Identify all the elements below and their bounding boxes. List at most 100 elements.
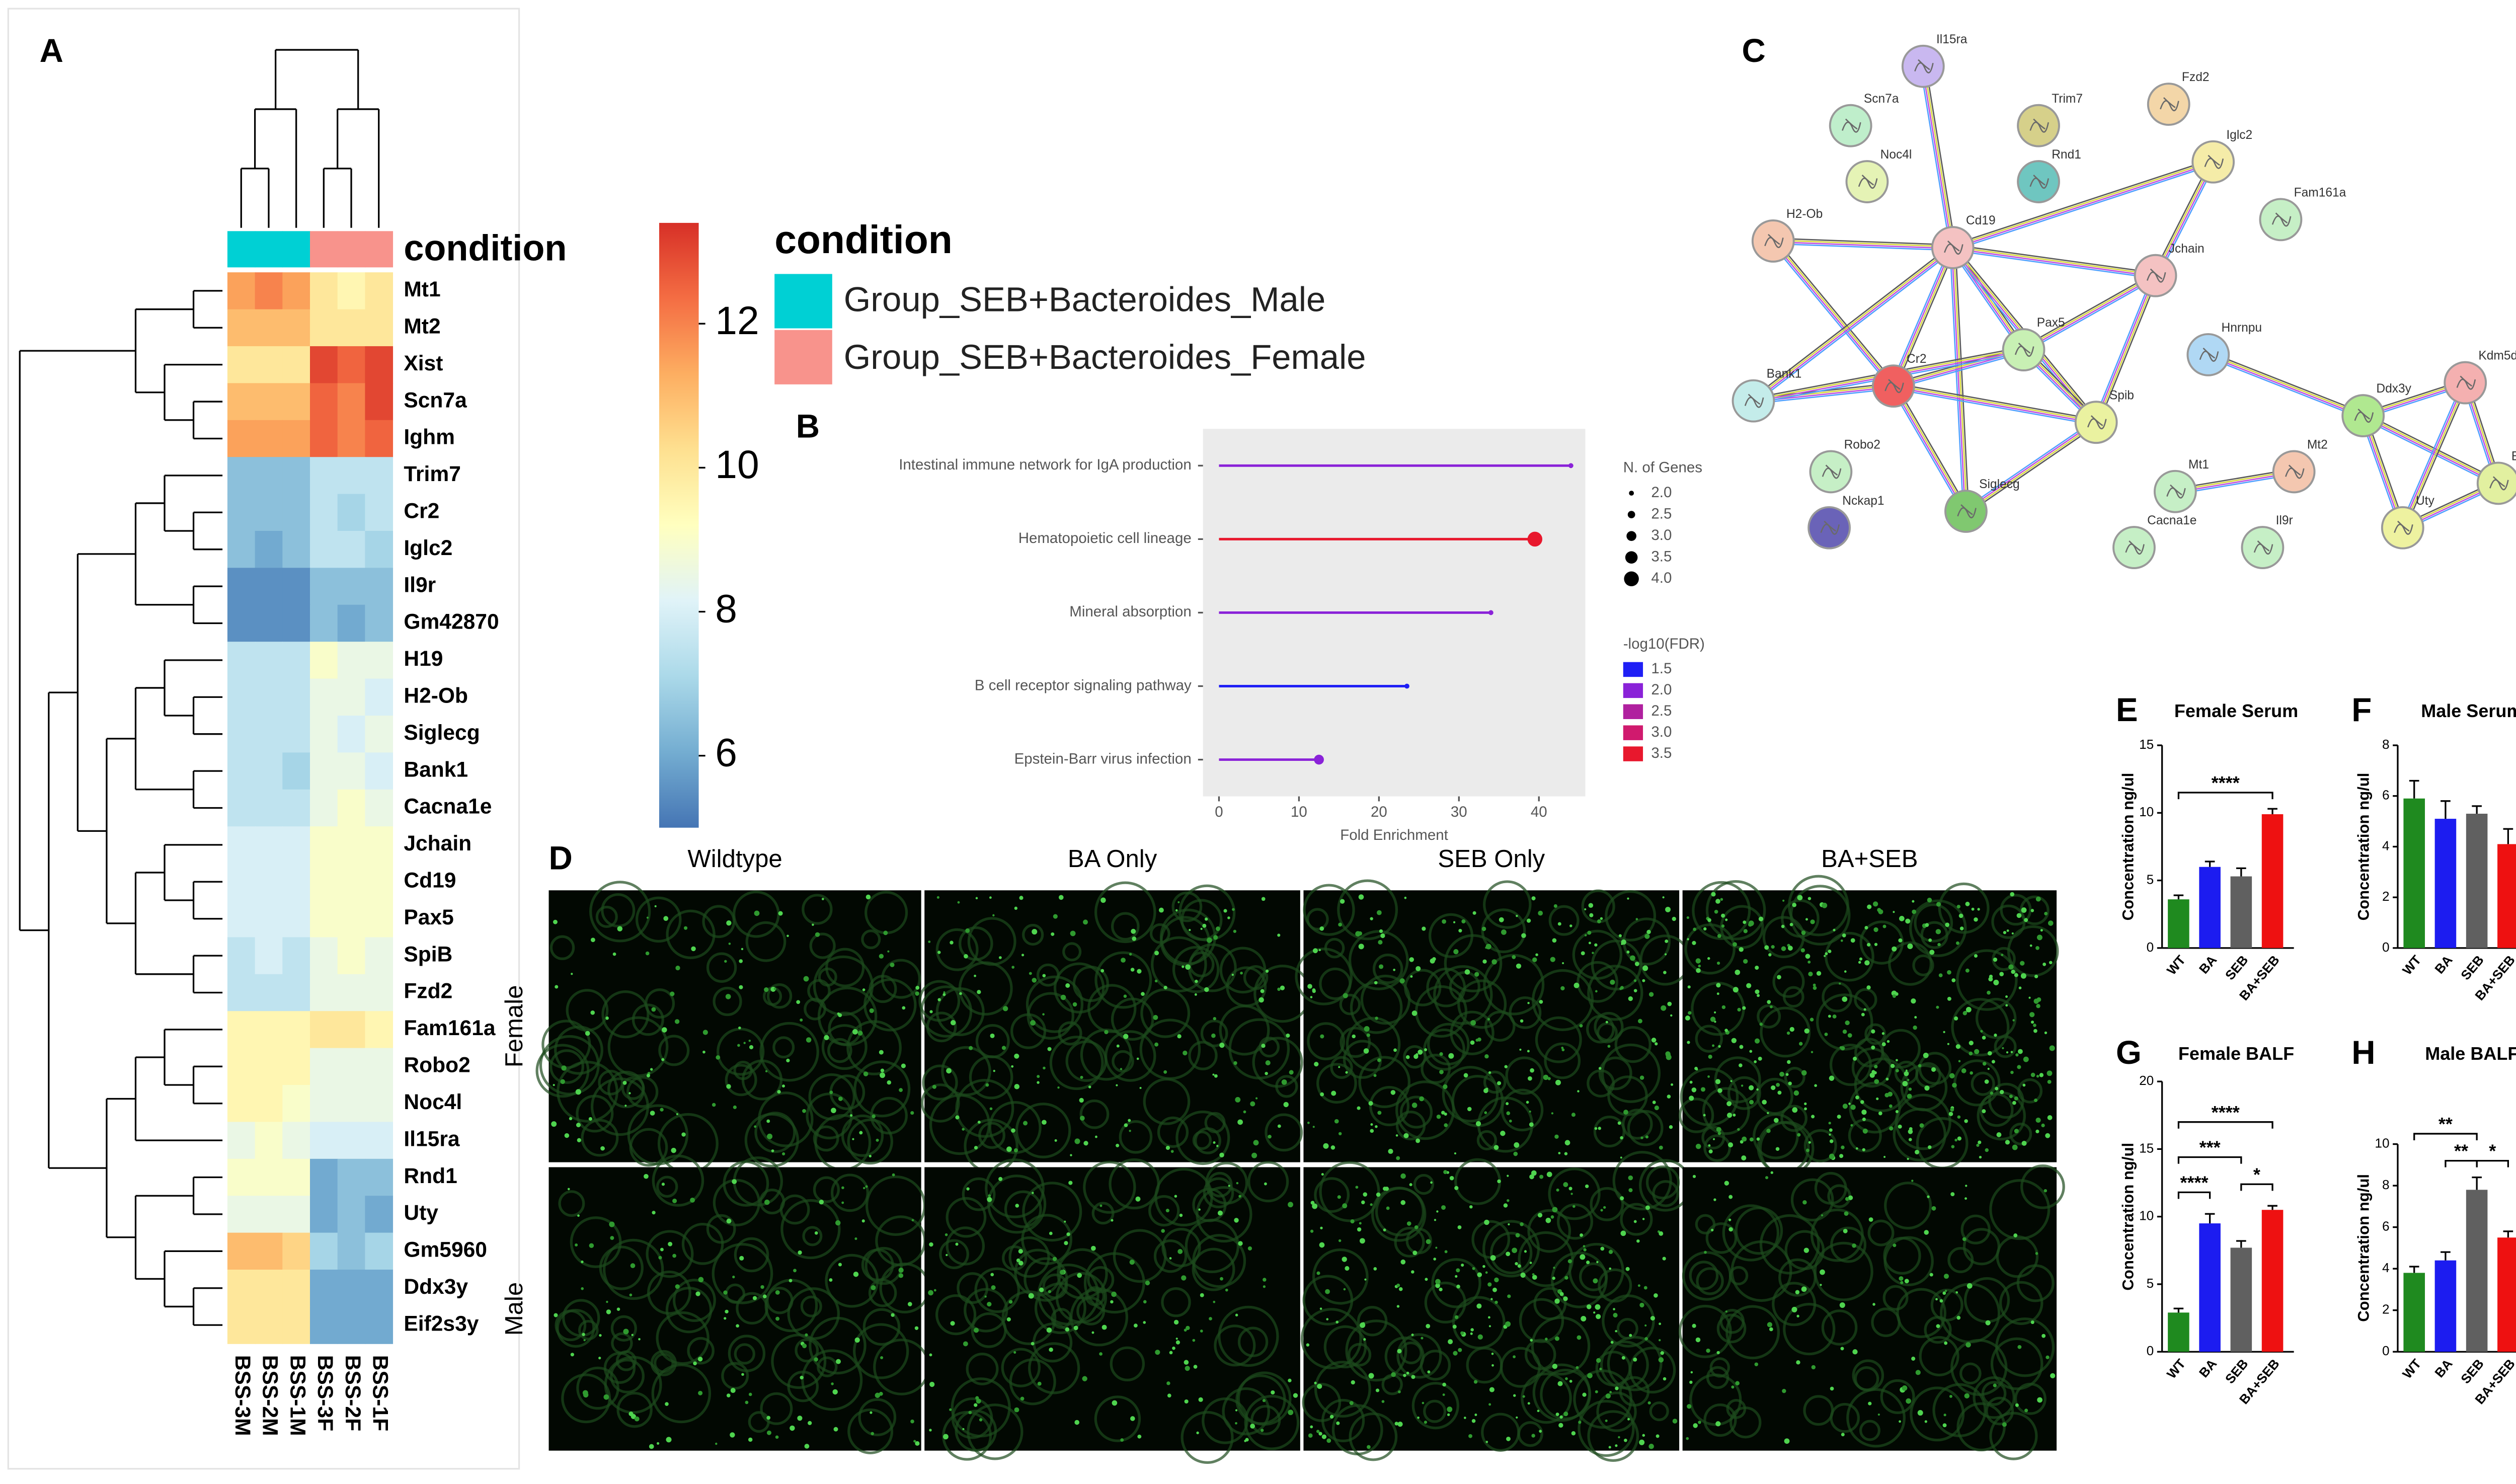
fluorescent-cell — [690, 1197, 695, 1203]
fluorescent-cell — [1379, 929, 1383, 933]
fluorescent-cell — [1839, 1046, 1843, 1049]
fluorescent-cell — [815, 932, 820, 937]
fluorescent-cell — [1556, 1188, 1559, 1192]
fluorescent-cell — [1520, 1272, 1526, 1278]
network-edge — [1951, 159, 2213, 246]
tissue-strand — [601, 893, 636, 928]
tissue-strand — [1896, 1288, 1946, 1339]
fluorescent-cell — [1317, 1383, 1322, 1389]
fluorescent-cell — [1090, 1245, 1096, 1251]
fluorescent-cell — [1231, 973, 1234, 976]
fluorescent-cell — [1639, 1439, 1645, 1445]
fluorescent-cell — [1412, 1251, 1418, 1256]
heat-cell — [255, 678, 283, 716]
fluorescent-cell — [1079, 1098, 1084, 1103]
fluorescent-cell — [1964, 1197, 1967, 1200]
heat-cell — [365, 1122, 394, 1159]
tissue-strand — [1340, 1027, 1371, 1058]
protein-glyph — [2199, 347, 2219, 362]
fluorescent-cell — [1767, 1112, 1769, 1115]
tissue-strand — [1684, 923, 1736, 975]
tissue-strand — [681, 1223, 724, 1265]
tissue-strand — [1772, 1282, 1817, 1326]
condition-cell — [310, 231, 338, 268]
tissue-strand — [539, 1035, 600, 1096]
tissue-strand — [706, 1214, 736, 1244]
fluorescent-cell — [1183, 1050, 1188, 1056]
fluorescent-cell — [1935, 1298, 1938, 1301]
fluorescent-cell — [1364, 1278, 1367, 1281]
tissue-strand — [1489, 1231, 1533, 1275]
fluorescent-cell — [2029, 1012, 2035, 1018]
fluorescent-cell — [1532, 957, 1537, 962]
tissue-strand — [1004, 1190, 1042, 1228]
fluorescent-cell — [1808, 971, 1813, 977]
fluorescent-cell — [942, 993, 946, 996]
fluorescent-cell — [1580, 1254, 1586, 1260]
tissue-strand — [576, 1366, 619, 1410]
fluorescent-cell — [1667, 1095, 1671, 1099]
network-node — [2017, 104, 2060, 147]
fluorescent-cell — [1898, 1124, 1902, 1129]
color-key-label: 3.5 — [1651, 745, 1672, 761]
fluorescent-cell — [1596, 1314, 1601, 1319]
fluorescent-cell — [1032, 929, 1038, 935]
tissue-strand — [1867, 1219, 1895, 1246]
fluorescent-cell — [1829, 1139, 1834, 1143]
fluorescent-cell — [1598, 1127, 1601, 1130]
fluorescent-cell — [829, 1090, 833, 1095]
fluorescent-cell — [950, 941, 954, 945]
tissue-strand — [1586, 1014, 1615, 1044]
tissue-strand — [1814, 1171, 1847, 1205]
fluorescent-cell — [1112, 1400, 1118, 1406]
legend-title: condition — [774, 217, 953, 262]
tissue-strand — [1421, 1054, 1451, 1084]
heat-cell — [255, 826, 283, 864]
fluorescent-cell — [1572, 1205, 1576, 1208]
tissue-strand — [1113, 1229, 1167, 1283]
fluorescent-cell — [901, 1063, 906, 1068]
fluorescent-cell — [1129, 1260, 1135, 1265]
gene-label: Cacna1e — [404, 795, 492, 819]
heat-cell — [227, 383, 256, 421]
fluorescent-cell — [1247, 1246, 1252, 1251]
fluorescent-cell — [1137, 969, 1142, 974]
network-edge — [1754, 249, 1955, 404]
gene-label: Ddx3y — [404, 1275, 468, 1299]
fluorescent-cell — [1137, 1434, 1142, 1439]
fluorescent-cell — [645, 951, 650, 956]
tissue-strand — [985, 1158, 1045, 1218]
protein-glyph — [2394, 520, 2413, 535]
fluorescent-cell — [1979, 1155, 1982, 1159]
heat-cell — [255, 752, 283, 790]
heat-cell — [337, 1270, 366, 1307]
fluorescent-cell — [672, 1254, 676, 1258]
fluorescent-cell — [1904, 1279, 1909, 1284]
color-key — [1623, 662, 1643, 677]
fluorescent-cell — [2005, 1140, 2010, 1145]
fluorescent-cell — [2017, 1345, 2022, 1349]
fluorescent-cell — [1620, 1196, 1624, 1201]
fluorescent-cell — [630, 1263, 636, 1268]
fluorescent-cell — [1476, 1303, 1482, 1309]
fluorescent-cell — [1042, 1013, 1045, 1016]
fluorescent-cell — [2024, 1409, 2028, 1413]
fluorescent-cell — [1687, 1041, 1690, 1044]
tissue — [918, 881, 1312, 1174]
tissue-strand — [601, 990, 650, 1039]
heat-cell — [310, 1270, 338, 1307]
fluorescent-cell — [1363, 1048, 1369, 1054]
fluorescent-cell — [760, 1285, 764, 1289]
fluorescent-cell — [1847, 1033, 1852, 1038]
fluorescent-cell — [1358, 931, 1362, 936]
fluorescent-cell — [1633, 979, 1637, 982]
y-tick-label: 10 — [2139, 1208, 2154, 1223]
fluorescent-cell — [1517, 1264, 1521, 1268]
heat-cell — [255, 900, 283, 938]
fluorescent-cell — [1737, 1128, 1740, 1131]
fluorescent-cell — [937, 998, 941, 1001]
tissue-strand — [922, 1064, 958, 1101]
x-tick-label: BA — [2431, 952, 2455, 976]
tissue-strand — [841, 1114, 884, 1157]
tissue-strand — [1859, 920, 1904, 965]
